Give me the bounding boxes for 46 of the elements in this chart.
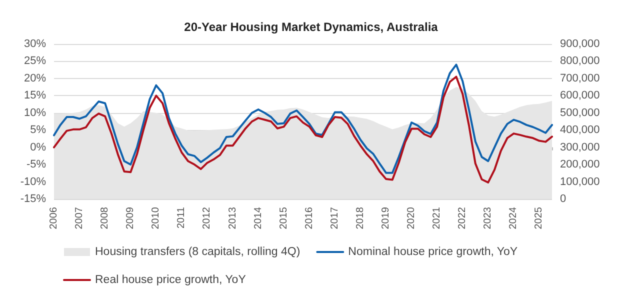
x-tick-label: 2009 (125, 206, 136, 230)
x-tick-label: 2016 (304, 206, 315, 230)
x-tick-label: 2020 (406, 206, 418, 230)
y2-tick-label: 100,000 (560, 176, 600, 188)
x-tick-label: 2024 (508, 206, 520, 230)
legend-label: Nominal house price growth, YoY (348, 246, 518, 258)
y-tick-label: 5% (30, 124, 46, 136)
y2-tick-label: 600,000 (560, 90, 600, 102)
x-tick-label: 2011 (176, 206, 188, 229)
x-tick-label: 2014 (252, 206, 264, 230)
x-tick-label: 2007 (74, 206, 86, 230)
y2-tick-label: 400,000 (560, 124, 600, 136)
y2-tick-label: 200,000 (560, 158, 600, 171)
y-tick-label: -5% (26, 158, 46, 171)
y-tick-label: 0% (30, 141, 46, 154)
y2-tick-label: 800,000 (560, 55, 600, 68)
y2-tick-label: 900,000 (560, 38, 600, 50)
x-tick-label: 2006 (48, 206, 60, 230)
y-tick-label: 30% (24, 38, 46, 50)
line-series (53, 76, 553, 184)
legend-label: Housing transfers (8 capitals, rolling 4Q) (95, 246, 300, 258)
y-tick-label: 25% (24, 55, 46, 68)
y2-tick-label: 700,000 (560, 72, 600, 84)
y-tick-label: 15% (24, 90, 46, 102)
x-tick-label: 2013 (227, 206, 238, 230)
x-tick-label: 2018 (354, 206, 366, 230)
x-tick-label: 2010 (150, 206, 162, 230)
y2-tick-label: 300,000 (560, 141, 600, 154)
line-series (53, 64, 553, 174)
chart-title: 20-Year Housing Market Dynamics, Australia (184, 20, 438, 34)
x-tick-label: 2015 (278, 206, 290, 230)
x-tick-label: 2008 (100, 206, 111, 230)
x-tick-label: 2023 (482, 206, 494, 230)
x-tick-label: 2017 (329, 206, 340, 230)
y-tick-label: -15% (20, 193, 46, 205)
x-tick-label: 2012 (202, 206, 213, 230)
y-tick-label: 20% (24, 72, 46, 84)
x-tick-label: 2022 (457, 206, 468, 230)
x-tick-label: 2021 (432, 206, 443, 230)
y-tick-label: 10% (24, 106, 46, 119)
legend-label: Real house price growth, YoY (95, 274, 246, 286)
y2-tick-label: 0 (560, 193, 566, 205)
x-tick-label: 2025 (534, 206, 545, 230)
y-tick-label: -10% (20, 176, 46, 188)
y2-tick-label: 500,000 (560, 106, 600, 119)
x-tick-label: 2019 (380, 206, 392, 230)
